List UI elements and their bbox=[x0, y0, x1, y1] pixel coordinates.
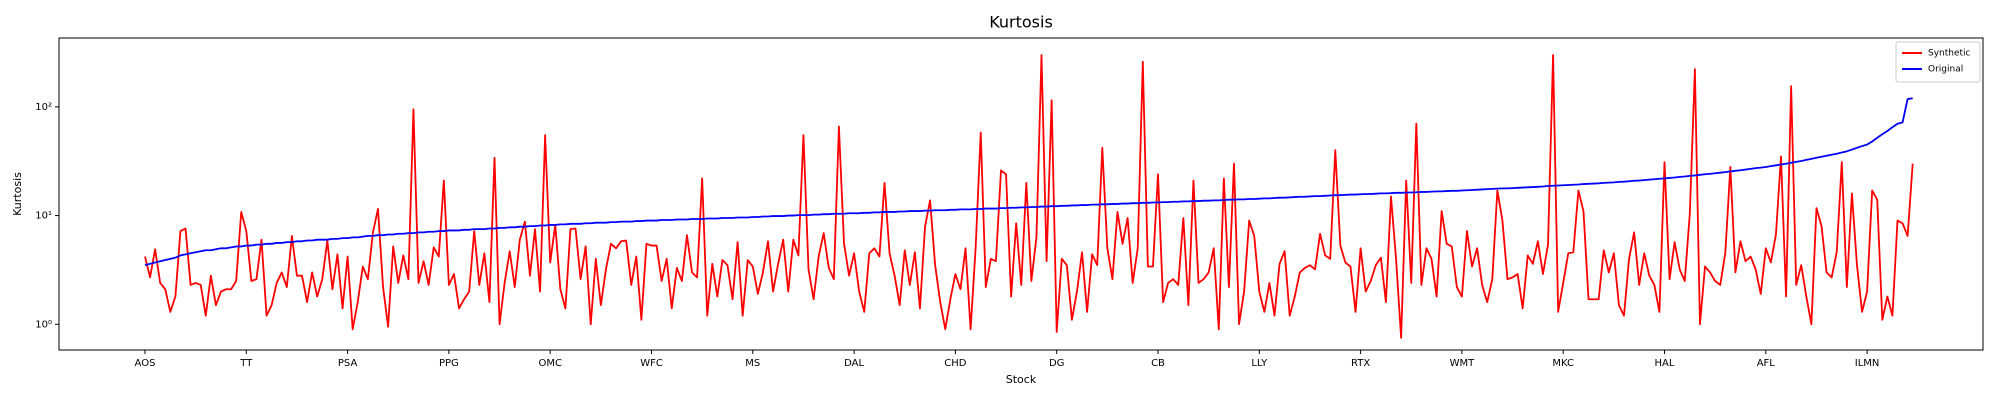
x-tick-label: PSA bbox=[338, 358, 358, 369]
x-tick-label: AFL bbox=[1757, 358, 1776, 369]
y-axis-label: Kurtosis bbox=[11, 172, 24, 216]
y-tick-label: 10¹ bbox=[35, 211, 52, 222]
x-tick-label: DG bbox=[1049, 358, 1064, 369]
x-tick-label: CB bbox=[1151, 358, 1165, 369]
chart-title: Kurtosis bbox=[989, 13, 1053, 32]
y-tick-label: 10² bbox=[35, 102, 52, 113]
x-tick-label: WMT bbox=[1450, 358, 1476, 369]
x-axis-label: Stock bbox=[1006, 373, 1037, 386]
legend-label: Synthetic bbox=[1928, 49, 1971, 59]
x-tick-label: WFC bbox=[640, 358, 663, 369]
series-line bbox=[144, 54, 1914, 339]
x-tick-label: CHD bbox=[944, 358, 967, 369]
x-tick-label: PPG bbox=[439, 358, 459, 369]
x-tick-label: AOS bbox=[135, 358, 156, 369]
plot-frame bbox=[58, 37, 1984, 351]
x-tick-label: HAL bbox=[1655, 358, 1675, 369]
series-line bbox=[144, 97, 1913, 267]
x-tick-label: RTX bbox=[1351, 358, 1370, 369]
x-tick-label: MS bbox=[745, 358, 760, 369]
x-tick-label: LLY bbox=[1251, 358, 1268, 369]
x-tick-label: ILMN bbox=[1855, 358, 1880, 369]
legend-label: Original bbox=[1928, 65, 1963, 75]
x-tick-label: DAL bbox=[844, 358, 864, 369]
x-tick-label: MKC bbox=[1552, 358, 1574, 369]
x-tick-label: OMC bbox=[538, 358, 561, 369]
y-tick-label: 10⁰ bbox=[35, 319, 52, 330]
x-tick-label: TT bbox=[239, 358, 253, 369]
